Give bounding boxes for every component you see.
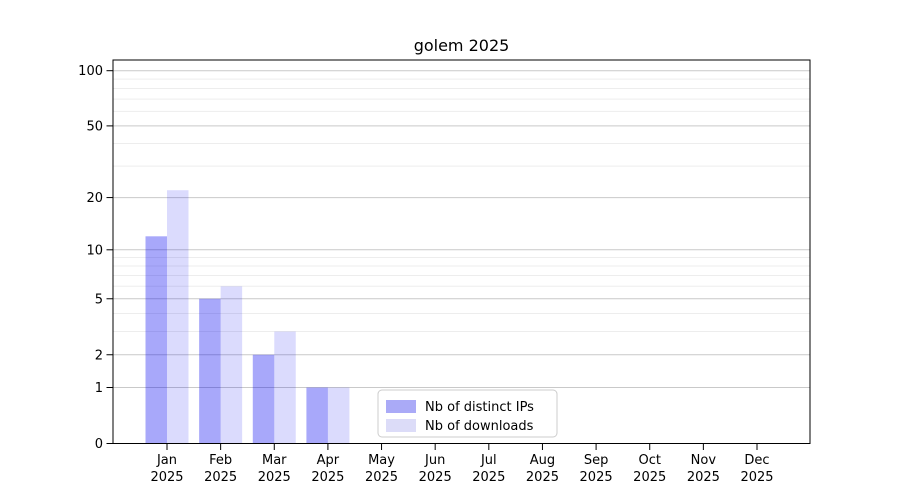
x-tick-label-year: 2025 [311,470,344,485]
y-tick-label: 10 [86,243,103,258]
x-tick-label-month: Sep [584,453,609,468]
x-tick-label-year: 2025 [526,470,559,485]
bar-distinct-ips [306,387,328,444]
x-tick-label-month: Dec [744,453,769,468]
y-tick-label: 50 [86,119,103,134]
bar-downloads [167,190,189,444]
chart-title: golem 2025 [413,36,510,55]
y-tick-label: 5 [95,292,103,307]
x-tick-label-year: 2025 [150,470,183,485]
legend-swatch [386,400,416,413]
x-tick-label-year: 2025 [740,470,773,485]
y-tick-label: 100 [78,64,103,79]
x-tick-label-month: Oct [638,453,660,468]
x-tick-label-month: May [368,453,395,468]
bar-downloads [274,331,296,444]
y-tick-label: 20 [86,191,103,206]
bar-distinct-ips [252,354,275,444]
x-tick-label-month: Jan [156,453,177,468]
x-tick-label-year: 2025 [365,470,398,485]
x-tick-label-year: 2025 [419,470,452,485]
x-tick-label-month: Jul [480,453,497,468]
x-tick-label-year: 2025 [687,470,720,485]
legend-label: Nb of downloads [425,419,534,434]
y-tick-label: 1 [95,381,103,396]
x-tick-label-month: Nov [691,453,717,468]
x-tick-label-month: Mar [262,453,287,468]
x-tick-label-year: 2025 [580,470,613,485]
x-tick-label-month: Apr [317,453,340,468]
x-tick-label-month: Feb [209,453,232,468]
y-tick-label: 2 [95,348,103,363]
bar-distinct-ips [145,236,167,444]
legend-box [377,389,558,438]
x-tick-label-year: 2025 [633,470,666,485]
x-tick-label-year: 2025 [204,470,237,485]
bar-downloads [220,286,243,444]
y-tick-label: 0 [95,437,103,452]
legend-label: Nb of distinct IPs [425,400,534,415]
x-tick-label-year: 2025 [258,470,291,485]
bar-downloads [327,387,350,444]
legend-swatch [386,419,416,432]
bar-distinct-ips [199,298,221,444]
x-tick-label-year: 2025 [472,470,505,485]
axes-frame [112,59,811,444]
x-tick-label-month: Jun [424,453,445,468]
x-tick-label-month: Aug [530,453,555,468]
